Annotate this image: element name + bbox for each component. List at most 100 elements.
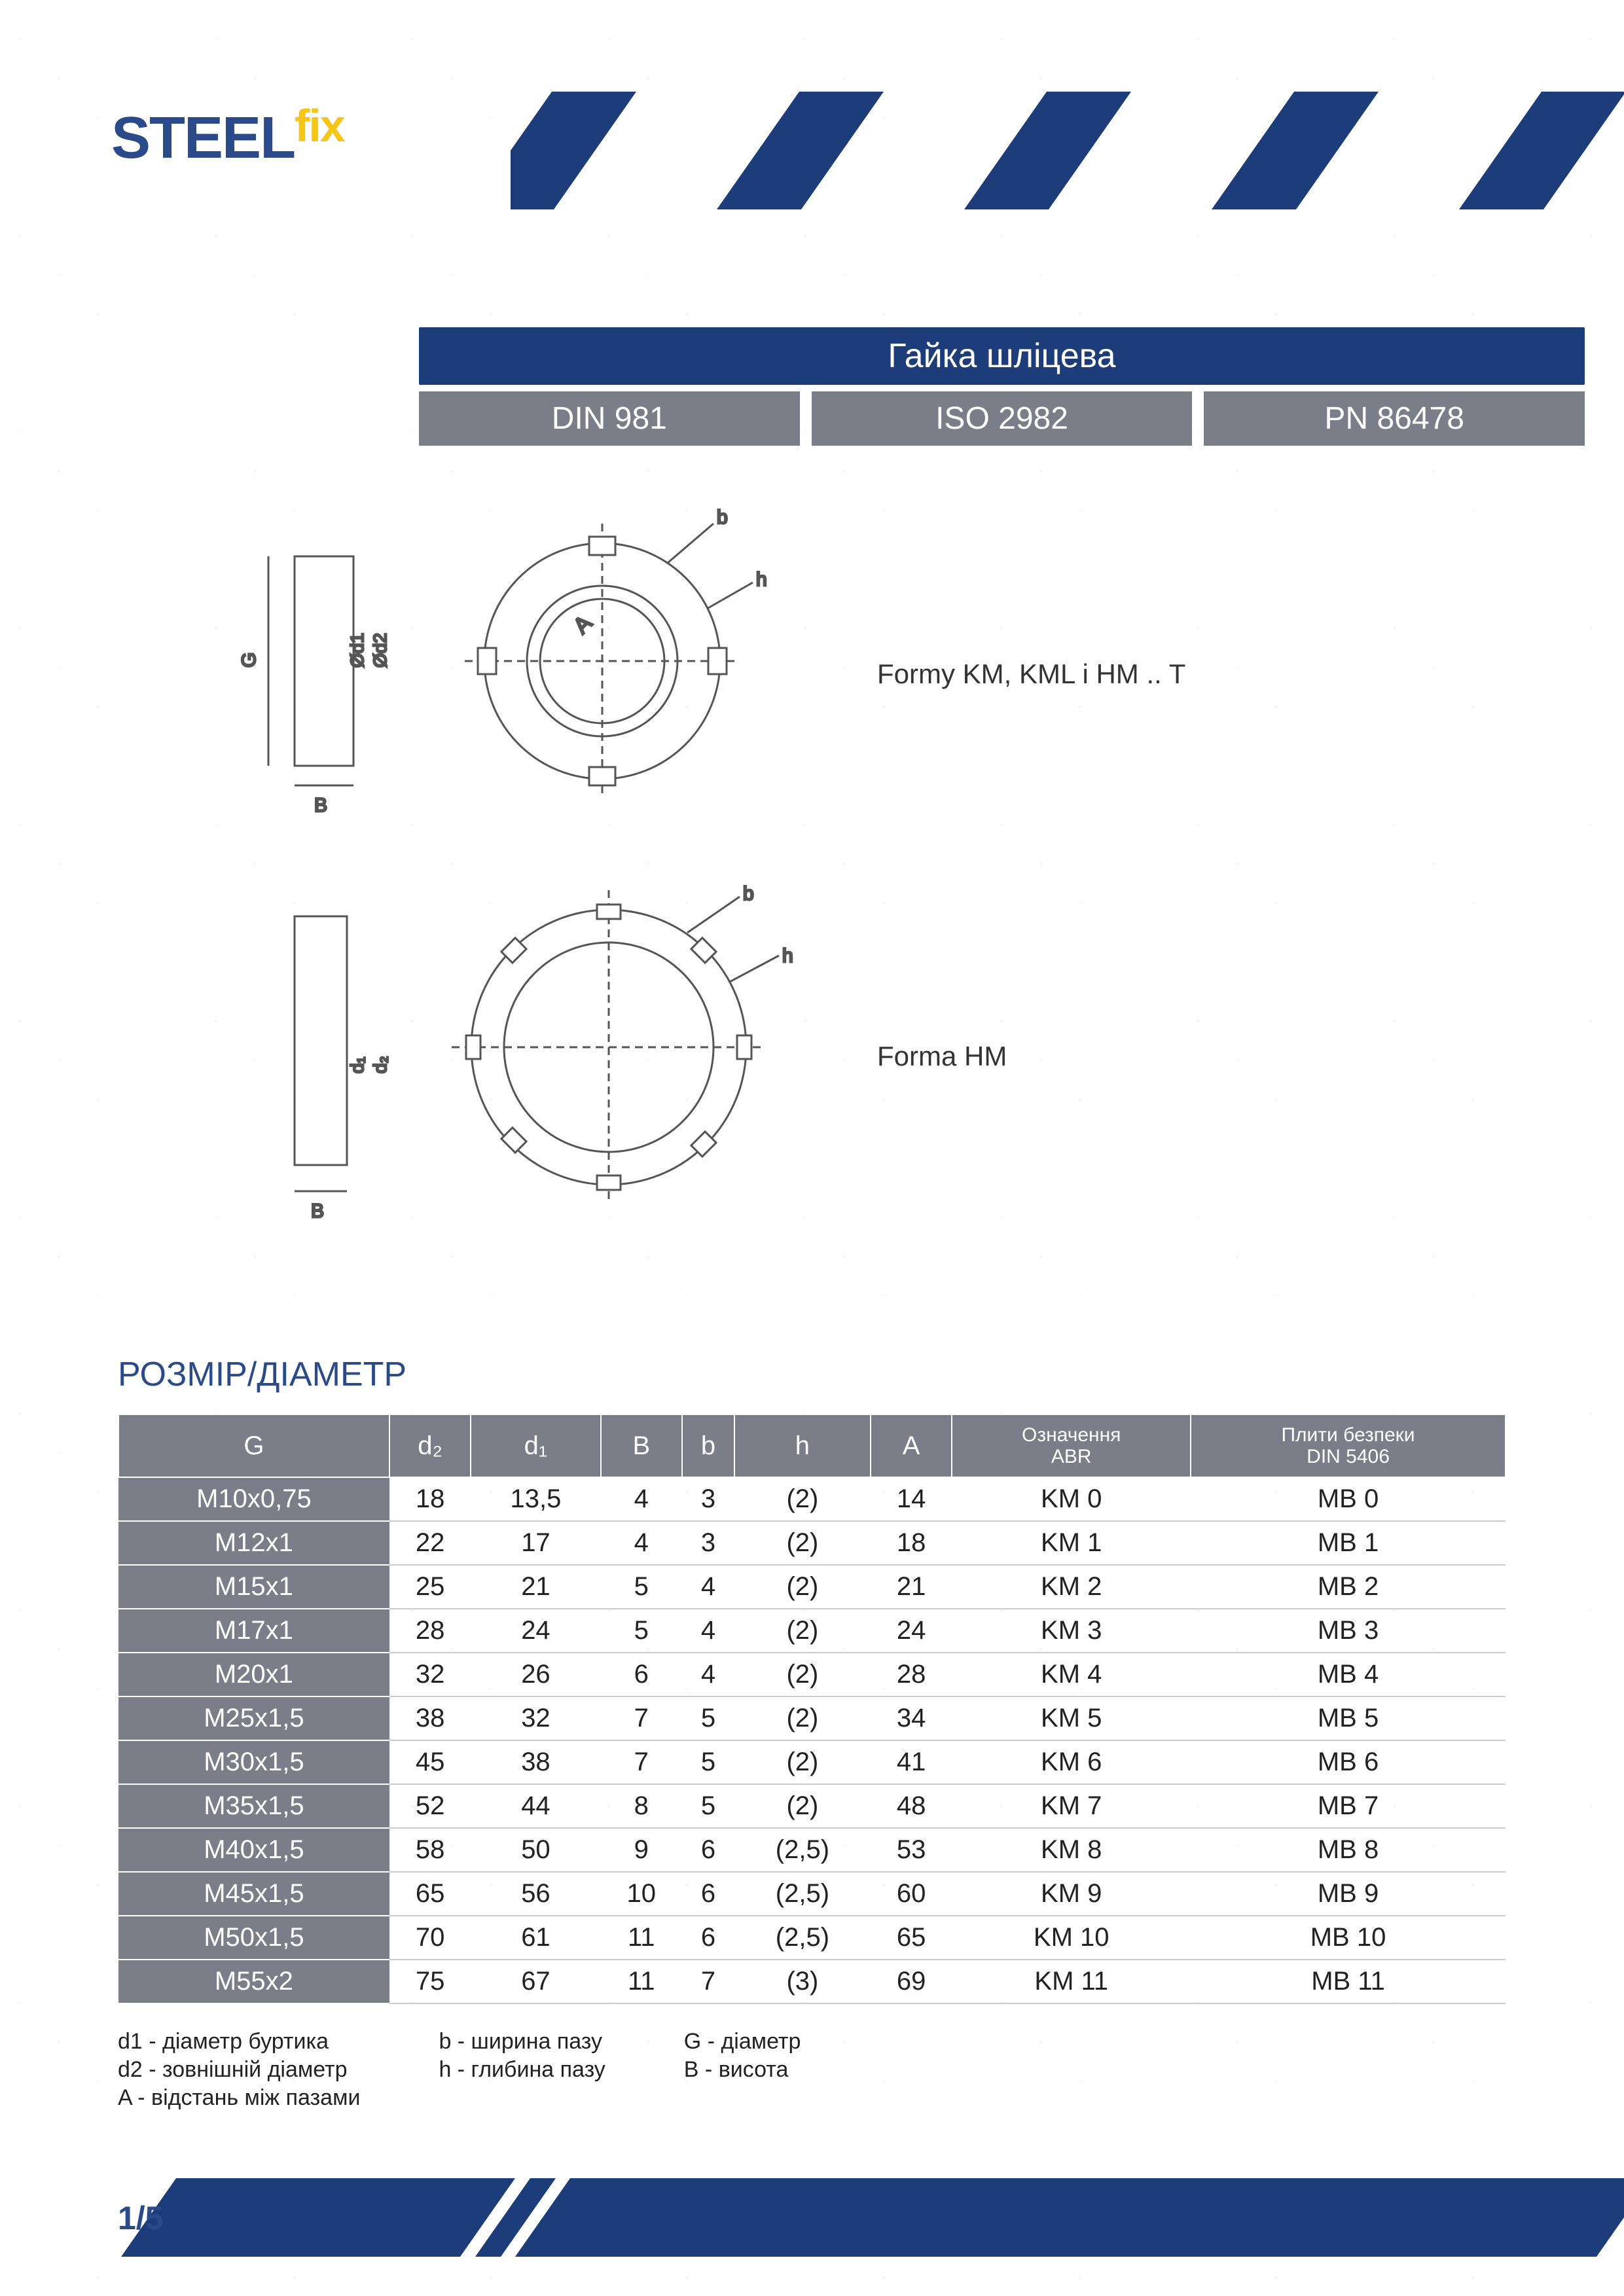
table-row: M45x1,56556106(2,5)60KM 9MB 9 — [118, 1872, 1506, 1916]
svg-text:h: h — [782, 945, 793, 967]
diagrams-area: G B Ød1 Ød2 b h A — [236, 478, 1506, 1329]
table-cell: 38 — [389, 1696, 471, 1740]
table-cell: M12x1 — [118, 1521, 389, 1565]
product-title: Гайка шліцева — [419, 327, 1585, 385]
table-cell: 65 — [389, 1872, 471, 1916]
table-cell: 22 — [389, 1521, 471, 1565]
table-header: d₂ — [389, 1414, 471, 1477]
table-cell: 4 — [682, 1609, 734, 1653]
table-cell: KM 9 — [952, 1872, 1191, 1916]
legend-col-3: G - діаметрB - висота — [684, 2029, 801, 2111]
table-cell: (2) — [734, 1477, 871, 1521]
table-cell: 9 — [601, 1828, 683, 1872]
header-stripes — [511, 92, 1624, 209]
standards-row: DIN 981 ISO 2982 PN 86478 — [419, 391, 1585, 446]
svg-text:d₁: d₁ — [347, 1057, 367, 1073]
footer: 1/5 — [0, 2152, 1624, 2257]
table-cell: 61 — [471, 1916, 600, 1960]
legend-line: h - глибина пазу — [439, 2057, 605, 2083]
table-cell: MB 4 — [1191, 1653, 1506, 1696]
table-cell: 28 — [871, 1653, 952, 1696]
table-cell: 44 — [471, 1784, 600, 1828]
table-cell: M15x1 — [118, 1565, 389, 1609]
table-cell: KM 6 — [952, 1740, 1191, 1784]
table-cell: KM 10 — [952, 1916, 1191, 1960]
table-cell: 8 — [601, 1784, 683, 1828]
table-cell: (2) — [734, 1696, 871, 1740]
table-cell: MB 5 — [1191, 1696, 1506, 1740]
table-cell: 18 — [389, 1477, 471, 1521]
table-cell: MB 2 — [1191, 1565, 1506, 1609]
table-cell: 14 — [871, 1477, 952, 1521]
footer-stripes — [0, 2178, 1624, 2257]
table-cell: KM 7 — [952, 1784, 1191, 1828]
logo-part2: fix — [295, 99, 344, 152]
svg-text:B: B — [311, 1200, 324, 1222]
legend-line: d2 - зовнішній діаметр — [118, 2057, 360, 2083]
table-row: M15x1252154(2)21KM 2MB 2 — [118, 1565, 1506, 1609]
table-cell: 5 — [601, 1565, 683, 1609]
table-header: G — [118, 1414, 389, 1477]
table-cell: MB 10 — [1191, 1916, 1506, 1960]
spec-table: Gd₂d₁BbhAОзначенняABRПлити безпекиDIN 54… — [118, 1414, 1506, 2004]
table-cell: MB 6 — [1191, 1740, 1506, 1784]
legend-line: b - ширина пазу — [439, 2029, 605, 2054]
table-cell: 75 — [389, 1960, 471, 2003]
table-cell: M40x1,5 — [118, 1828, 389, 1872]
table-cell: 7 — [601, 1696, 683, 1740]
svg-text:h: h — [756, 569, 767, 590]
table-cell: (2,5) — [734, 1872, 871, 1916]
table-cell: 41 — [871, 1740, 952, 1784]
svg-text:A: A — [569, 611, 597, 639]
table-cell: KM 2 — [952, 1565, 1191, 1609]
table-cell: 5 — [682, 1784, 734, 1828]
legend-col-1: d1 - діаметр буртика d2 - зовнішній діаме… — [118, 2029, 360, 2111]
forma-label-1: Formy KM, KML i HM .. T — [877, 658, 1185, 690]
logo-part1: STEEL — [111, 105, 295, 172]
table-cell: 4 — [601, 1477, 683, 1521]
table-cell: 65 — [871, 1916, 952, 1960]
table-row: M50x1,57061116(2,5)65KM 10MB 10 — [118, 1916, 1506, 1960]
table-cell: 50 — [471, 1828, 600, 1872]
table-header: Плити безпекиDIN 5406 — [1191, 1414, 1506, 1477]
table-header: A — [871, 1414, 952, 1477]
table-cell: 32 — [389, 1653, 471, 1696]
table-cell: 4 — [682, 1565, 734, 1609]
table-cell: 17 — [471, 1521, 600, 1565]
table-cell: 4 — [601, 1521, 683, 1565]
standard-pn: PN 86478 — [1204, 391, 1585, 446]
table-cell: 6 — [682, 1916, 734, 1960]
table-row: M35x1,5524485(2)48KM 7MB 7 — [118, 1784, 1506, 1828]
table-row: M10x0,751813,543(2)14KM 0MB 0 — [118, 1477, 1506, 1521]
forma-label-2: Forma HM — [877, 1041, 1007, 1072]
table-cell: 3 — [682, 1477, 734, 1521]
diagram-hm-icon: B d₁ d₂ b — [236, 877, 825, 1257]
table-cell: M35x1,5 — [118, 1784, 389, 1828]
svg-text:Ød1: Ød1 — [347, 633, 367, 668]
svg-text:d₂: d₂ — [370, 1056, 390, 1073]
table-cell: KM 0 — [952, 1477, 1191, 1521]
legend-line: G - діаметр — [684, 2029, 801, 2054]
table-cell: (3) — [734, 1960, 871, 2003]
header: STEEL fix — [0, 65, 1624, 236]
table-cell: 6 — [682, 1828, 734, 1872]
table-cell: 5 — [601, 1609, 683, 1653]
svg-text:b: b — [717, 507, 728, 528]
logo: STEEL fix — [111, 105, 344, 172]
table-cell: (2) — [734, 1784, 871, 1828]
table-row: M20x1322664(2)28KM 4MB 4 — [118, 1653, 1506, 1696]
table-cell: (2) — [734, 1653, 871, 1696]
table-cell: 45 — [389, 1740, 471, 1784]
table-cell: MB 7 — [1191, 1784, 1506, 1828]
table-cell: MB 8 — [1191, 1828, 1506, 1872]
legend-line: d1 - діаметр буртика — [118, 2029, 360, 2054]
table-cell: M30x1,5 — [118, 1740, 389, 1784]
table-cell: MB 0 — [1191, 1477, 1506, 1521]
table-cell: 48 — [871, 1784, 952, 1828]
title-section: Гайка шліцева DIN 981 ISO 2982 PN 86478 — [419, 327, 1585, 446]
table-cell: M17x1 — [118, 1609, 389, 1653]
table-cell: 7 — [682, 1960, 734, 2003]
table-row: M12x1221743(2)18KM 1MB 1 — [118, 1521, 1506, 1565]
table-cell: 11 — [601, 1916, 683, 1960]
table-cell: (2) — [734, 1565, 871, 1609]
